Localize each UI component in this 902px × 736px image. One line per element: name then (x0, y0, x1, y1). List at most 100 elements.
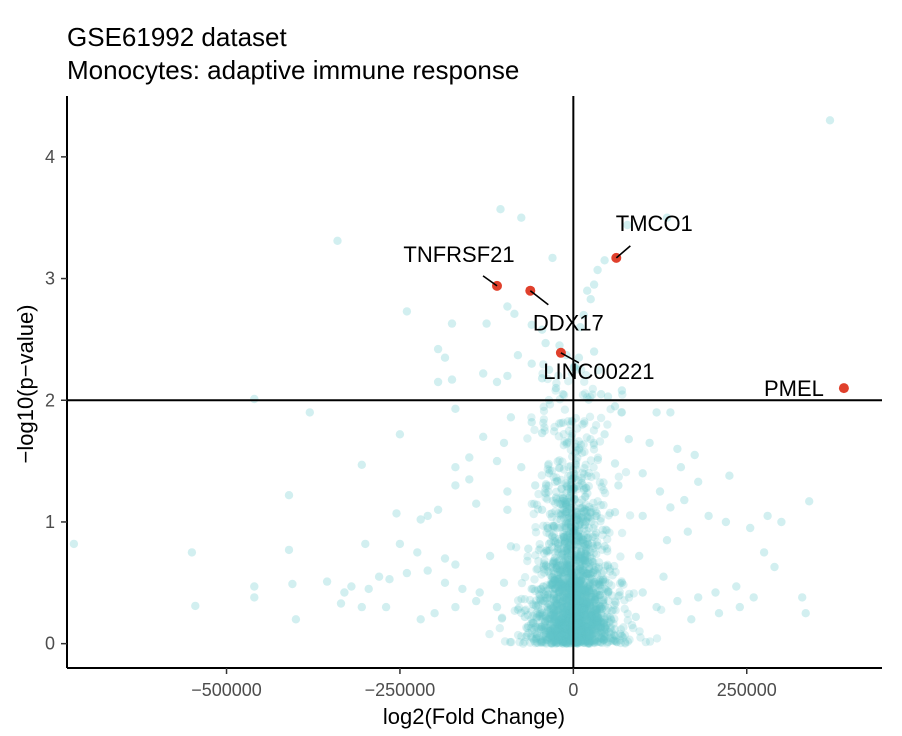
data-point (531, 596, 541, 605)
data-point (554, 539, 563, 549)
data-point (584, 609, 593, 619)
data-point (600, 613, 609, 622)
data-point (555, 628, 564, 637)
data-point (563, 614, 573, 624)
data-point (574, 475, 583, 485)
data-point (580, 553, 589, 562)
data-point (592, 615, 601, 624)
data-point (595, 591, 604, 600)
data-point (611, 631, 620, 641)
data-point (545, 466, 554, 475)
data-point (573, 589, 583, 598)
data-point (542, 608, 551, 617)
data-point (560, 537, 569, 547)
data-point (587, 554, 597, 563)
data-point (517, 213, 526, 222)
data-point (600, 256, 609, 265)
data-point (557, 536, 566, 545)
data-point (523, 556, 532, 566)
data-point (599, 635, 609, 644)
data-point (541, 484, 550, 493)
data-point (565, 621, 575, 630)
data-point (568, 627, 577, 636)
data-point (582, 636, 592, 645)
data-point (578, 571, 587, 580)
data-point (676, 463, 686, 472)
data-point (543, 633, 552, 642)
data-point (564, 581, 573, 590)
data-point (546, 583, 555, 593)
data-point (590, 638, 599, 648)
data-point (577, 620, 586, 629)
data-point (549, 597, 559, 606)
data-point (513, 605, 523, 614)
data-point (552, 487, 561, 497)
data-point (590, 592, 599, 601)
data-point (629, 623, 638, 633)
data-point (580, 604, 589, 614)
data-point (595, 437, 605, 446)
data-point (600, 601, 609, 611)
data-point (546, 631, 555, 641)
data-point (579, 626, 589, 635)
data-point (595, 478, 605, 487)
data-point (588, 585, 597, 595)
data-point (588, 609, 597, 618)
data-point (559, 581, 568, 590)
data-point (592, 541, 601, 550)
data-point (551, 493, 561, 502)
data-point (560, 568, 570, 578)
data-point (645, 637, 655, 646)
data-point (581, 636, 590, 645)
data-point (284, 491, 294, 500)
data-point (250, 593, 259, 602)
data-point (555, 625, 564, 634)
data-point (503, 371, 512, 381)
data-point (560, 600, 569, 609)
data-point (559, 543, 569, 553)
data-point (588, 614, 597, 623)
data-point (561, 499, 571, 508)
data-point (574, 606, 584, 616)
data-point (575, 614, 584, 623)
data-point (618, 390, 627, 399)
data-point (587, 612, 597, 621)
data-point (558, 624, 567, 633)
data-point (596, 517, 605, 526)
data-point (561, 616, 570, 625)
data-point (581, 610, 590, 619)
data-point (572, 590, 581, 599)
data-point (510, 606, 519, 615)
data-point (599, 567, 608, 576)
data-point (596, 623, 605, 632)
data-point (572, 508, 582, 518)
data-point (601, 632, 610, 641)
data-point (580, 580, 589, 589)
data-point (587, 508, 596, 517)
data-point (553, 457, 562, 466)
data-point (576, 596, 585, 606)
data-point (573, 529, 582, 538)
data-point (541, 617, 550, 626)
data-point (550, 638, 559, 647)
data-point (521, 632, 530, 642)
data-point (581, 600, 590, 609)
data-point (549, 569, 559, 579)
data-point (565, 622, 575, 631)
data-point (579, 598, 588, 607)
data-point (574, 611, 584, 620)
data-point (587, 611, 596, 620)
data-point (537, 428, 547, 438)
data-point (576, 637, 585, 646)
data-point (537, 637, 547, 646)
data-point (562, 519, 571, 528)
data-point (550, 608, 559, 618)
data-point (585, 610, 595, 620)
data-point (572, 588, 582, 597)
x-axis-title: log2(Fold Change) (383, 704, 565, 729)
y-tick-label: 1 (45, 512, 55, 532)
data-point (549, 472, 558, 482)
data-point (579, 600, 588, 609)
data-point (553, 498, 563, 507)
data-point (551, 599, 560, 608)
